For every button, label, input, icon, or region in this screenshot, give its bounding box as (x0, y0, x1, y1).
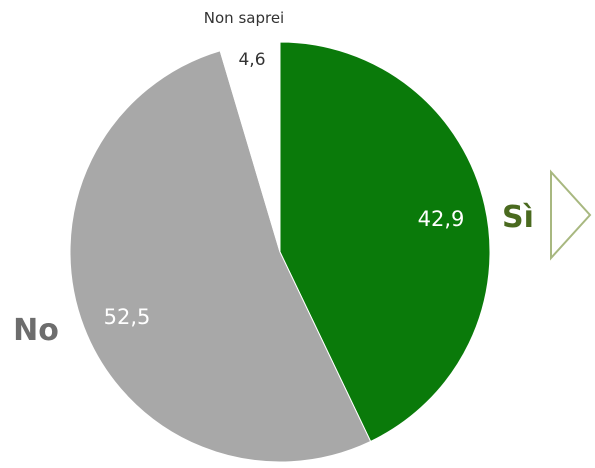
pie-slice-s (279, 41, 491, 443)
value-label-si: 42,9 (418, 207, 465, 231)
chevron-right-outline-icon (550, 169, 592, 261)
pie-slice-no (69, 50, 372, 463)
category-label-non-saprei: Non saprei (204, 9, 284, 27)
category-label-si: Sì (502, 200, 534, 235)
value-label-no: 52,5 (104, 305, 151, 329)
value-label-non-saprei: 4,6 (238, 50, 265, 70)
pie-slice-non-saprei (219, 41, 281, 253)
pie-slices (69, 41, 491, 463)
category-label-no: No (13, 313, 59, 348)
